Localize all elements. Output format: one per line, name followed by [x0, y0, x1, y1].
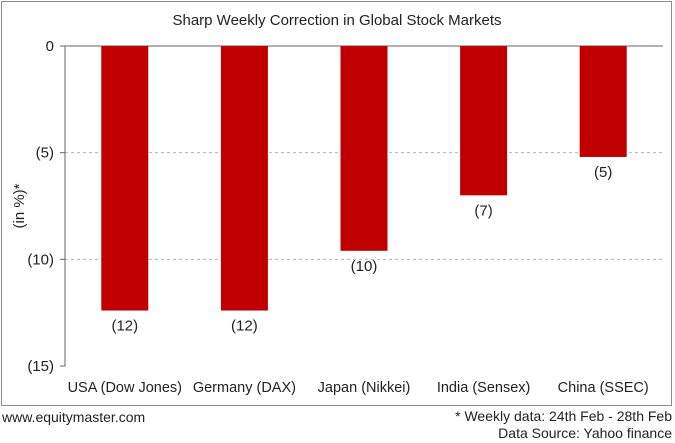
x-tick-label: Germany (DAX) — [193, 380, 296, 396]
data-label: (5) — [594, 164, 612, 181]
chart-title: Sharp Weekly Correction in Global Stock … — [172, 12, 501, 29]
weekly-data-note: * Weekly data: 24th Feb - 28th Feb — [455, 408, 672, 424]
x-tick-label: USA (Dow Jones) — [68, 380, 182, 396]
footnotes: * Weekly data: 24th Feb - 28th Feb Data … — [455, 408, 672, 442]
y-tick-label: (5) — [36, 145, 54, 162]
source-site: www.equitymaster.com — [2, 409, 146, 425]
bar — [220, 46, 268, 311]
y-tick-labels: 0 (5) (10) (15) — [27, 38, 65, 375]
y-tick-label: (15) — [27, 358, 54, 375]
bar — [340, 46, 388, 251]
gridlines — [65, 152, 663, 260]
data-label: (12) — [231, 318, 258, 335]
bar — [460, 46, 508, 196]
data-label: (7) — [474, 202, 492, 219]
y-axis-label: (in %)* — [11, 183, 28, 228]
data-label: (12) — [111, 318, 138, 335]
data-labels: (12) (12) (10) (7) (5) — [111, 164, 612, 335]
bar — [101, 46, 149, 311]
chart-frame — [1, 1, 672, 406]
x-tick-labels: USA (Dow Jones) Germany (DAX) Japan (Nikke… — [68, 380, 649, 396]
bar — [579, 46, 627, 157]
x-tick-label: China (SSEC) — [558, 380, 649, 396]
y-tick-label: 0 — [46, 38, 54, 55]
data-source-note: Data Source: Yahoo finance — [498, 425, 672, 441]
x-tick-label: India (Sensex) — [437, 380, 531, 396]
bar-chart: Sharp Weekly Correction in Global Stock … — [11, 12, 663, 396]
y-tick-label: (10) — [27, 251, 54, 268]
x-tick-label: Japan (Nikkei) — [318, 380, 411, 396]
data-label: (10) — [351, 258, 378, 275]
bars — [101, 46, 627, 311]
